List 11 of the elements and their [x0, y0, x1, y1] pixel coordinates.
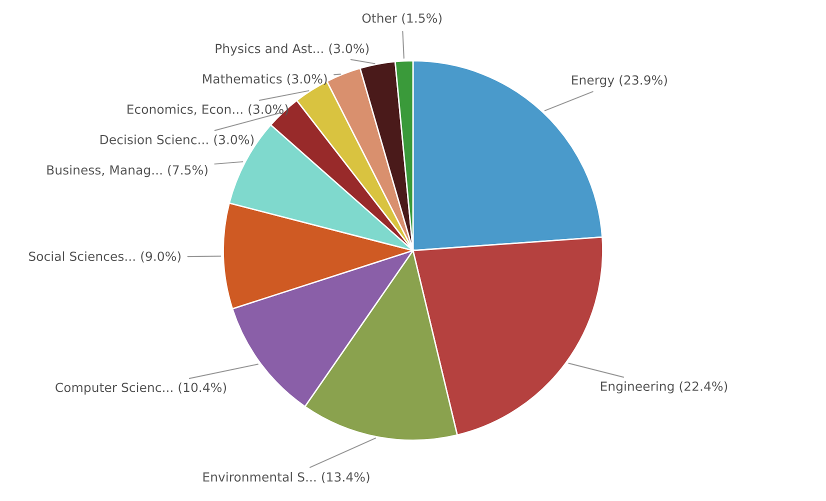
slice-label: Engineering (22.4%) — [600, 381, 728, 394]
slice-label: Energy (23.9%) — [572, 75, 667, 88]
slice-label: Computer Scienc... (10.4%) — [56, 382, 226, 395]
slice-label: Environmental S... (13.4%) — [203, 472, 370, 484]
slice-label: Mathematics (3.0%) — [203, 74, 327, 86]
slice-label: Physics and Ast... (3.0%) — [216, 44, 369, 56]
slice-label: Other (1.5%) — [362, 13, 442, 24]
slice-label: Social Sciences... (9.0%) — [29, 251, 181, 262]
slice-label: Decision Scienc... (3.0%) — [100, 134, 254, 146]
slice-label: Business, Manag... (7.5%) — [47, 165, 208, 178]
slice-label: Economics, Econ... (3.0%) — [128, 104, 288, 116]
